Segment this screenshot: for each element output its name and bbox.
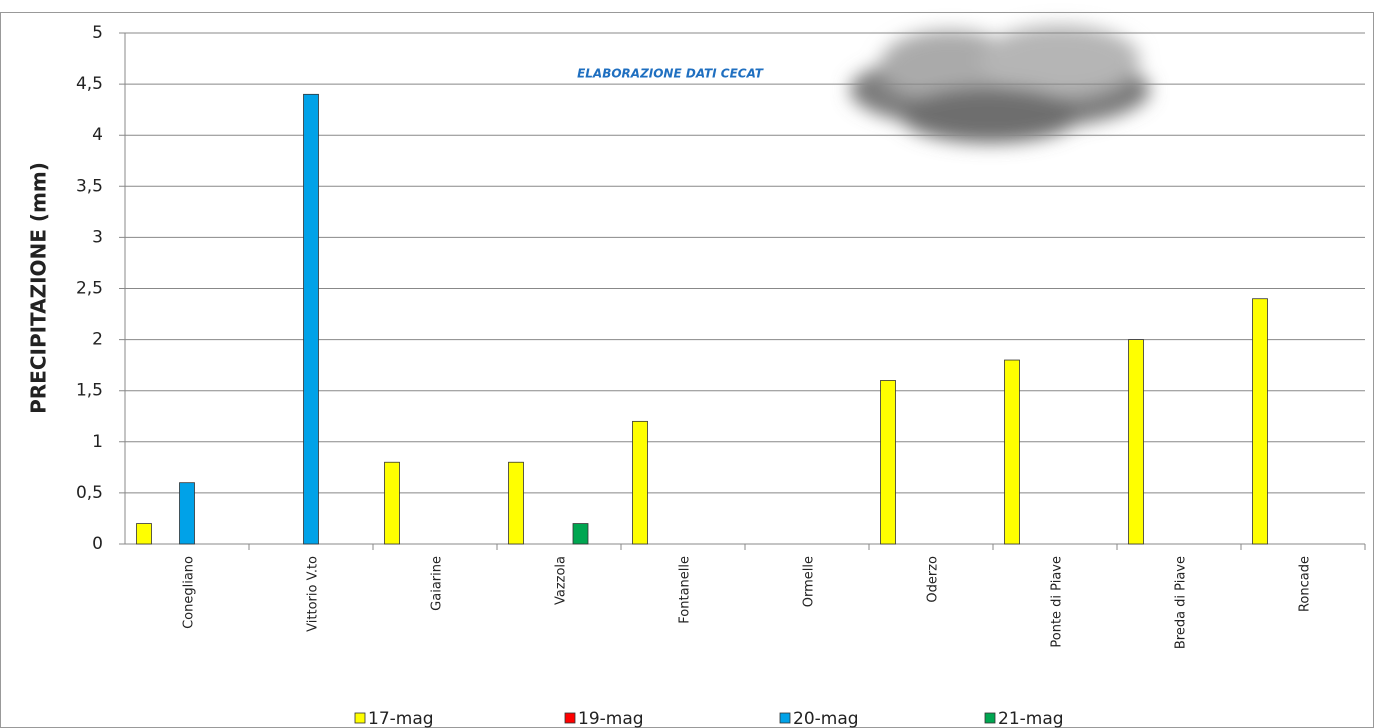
y-tick-label: 4,5 bbox=[76, 74, 103, 94]
x-tick-label: Gaiarine bbox=[430, 556, 445, 611]
bar bbox=[1004, 359, 1020, 545]
x-tick-label: Fontanelle bbox=[678, 556, 693, 624]
bar bbox=[1128, 339, 1144, 545]
y-tick-label: 0,5 bbox=[76, 483, 103, 503]
x-tick-label: Ormelle bbox=[802, 556, 817, 607]
y-axis-label: PRECIPITAZIONE (mm) bbox=[27, 162, 51, 414]
annotation: ELABORAZIONE DATI CECAT bbox=[577, 67, 764, 81]
bar bbox=[179, 482, 195, 545]
bar bbox=[384, 461, 400, 545]
y-tick-label: 2 bbox=[92, 330, 103, 350]
y-tick-label: 1,5 bbox=[76, 381, 103, 401]
x-tick-label: Conegliano bbox=[182, 556, 197, 629]
x-tick-label: Oderzo bbox=[926, 556, 941, 603]
legend-label: 21-mag bbox=[998, 709, 1064, 728]
bar bbox=[632, 420, 648, 545]
y-tick-label: 3,5 bbox=[76, 176, 103, 196]
bar bbox=[508, 461, 524, 545]
y-tick-label: 0 bbox=[92, 534, 103, 554]
x-tick-label: Vittorio V.to bbox=[306, 556, 321, 632]
y-tick-label: 3 bbox=[92, 227, 103, 247]
y-tick-label: 5 bbox=[92, 23, 103, 43]
legend-label: 20-mag bbox=[793, 709, 859, 728]
bar bbox=[880, 380, 896, 545]
bar bbox=[136, 523, 152, 545]
x-tick-label: Roncade bbox=[1298, 556, 1313, 612]
x-tick-label: Vazzola bbox=[554, 556, 569, 605]
legend-label: 17-mag bbox=[368, 709, 434, 728]
legend-swatch bbox=[984, 712, 996, 724]
bar bbox=[1252, 298, 1268, 545]
legend-swatch bbox=[564, 712, 576, 724]
x-tick-label: Ponte di Piave bbox=[1050, 556, 1065, 648]
y-tick-label: 4 bbox=[92, 125, 103, 145]
legend-swatch bbox=[354, 712, 366, 724]
legend-label: 19-mag bbox=[578, 709, 644, 728]
bar bbox=[572, 523, 589, 545]
legend-swatch bbox=[779, 712, 791, 724]
cloud bbox=[850, 25, 1150, 143]
x-tick-label: Breda di Piave bbox=[1174, 556, 1189, 649]
y-tick-label: 2,5 bbox=[76, 279, 103, 299]
bar bbox=[303, 93, 319, 545]
y-tick-label: 1 bbox=[92, 432, 103, 452]
